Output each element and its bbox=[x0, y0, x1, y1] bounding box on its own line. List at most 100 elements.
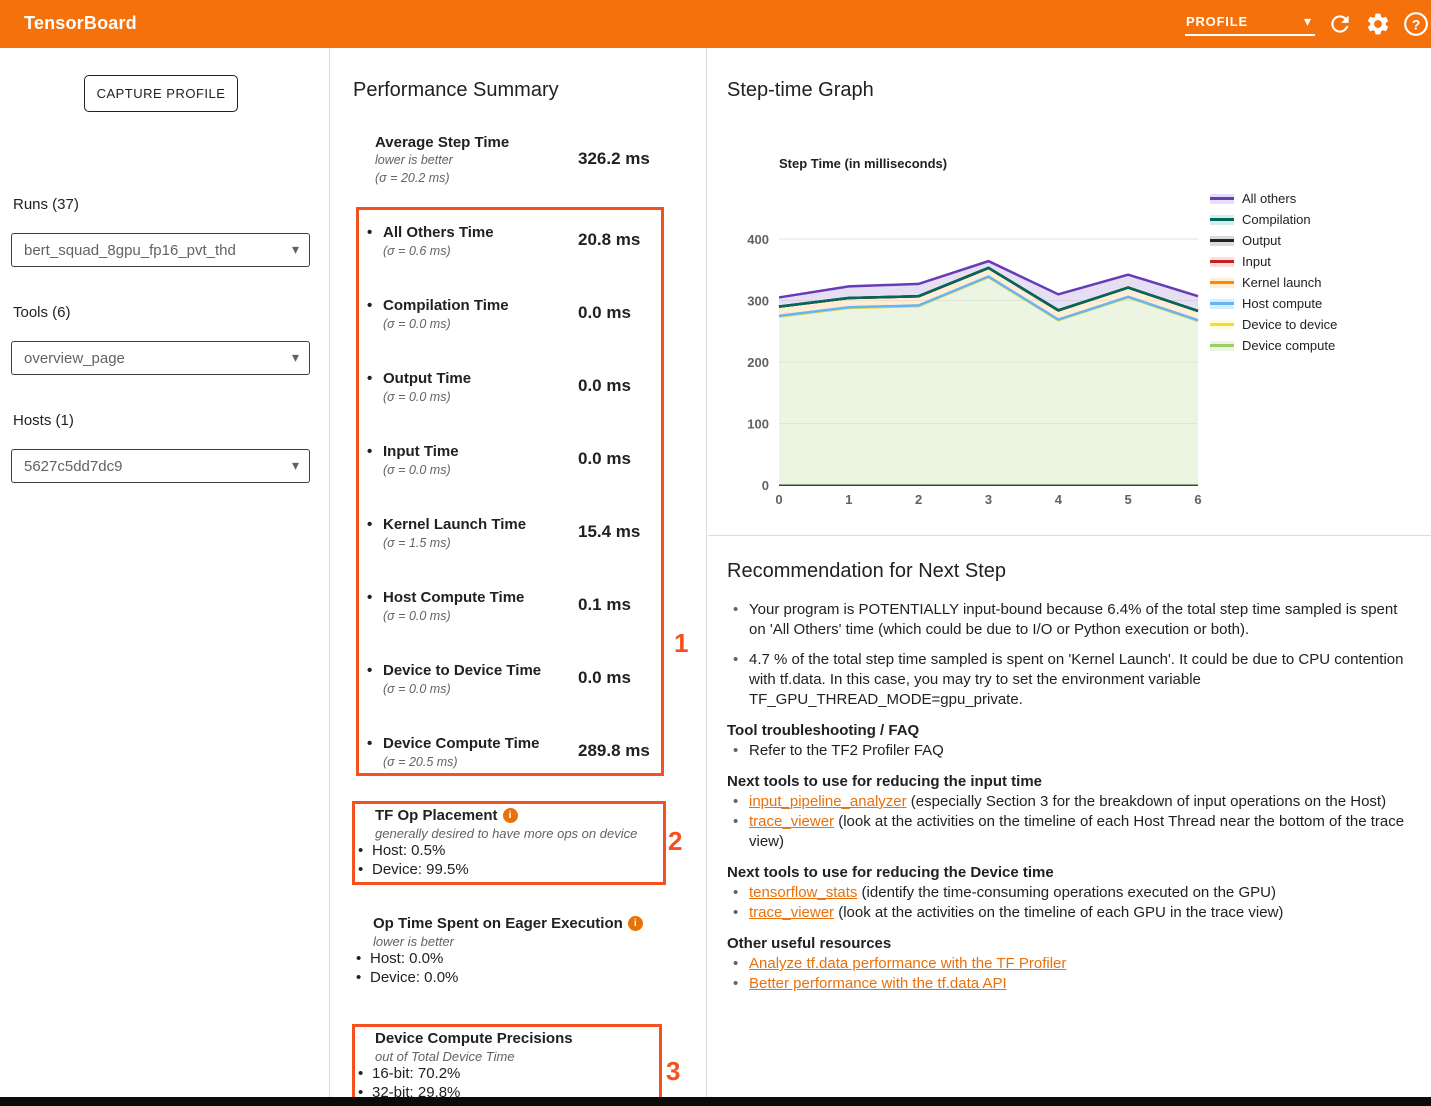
legend-item: Device to device bbox=[1210, 314, 1337, 335]
legend-label: Device to device bbox=[1242, 317, 1337, 332]
perf-row-sigma: (σ = 0.0 ms) bbox=[383, 390, 451, 404]
perf-row-sigma: (σ = 20.5 ms) bbox=[383, 755, 458, 769]
bullet: • bbox=[367, 589, 372, 606]
legend-label: Compilation bbox=[1242, 212, 1311, 227]
svg-text:2: 2 bbox=[915, 492, 922, 507]
average-step-time: Average Step Time lower is better (σ = 2… bbox=[375, 135, 565, 186]
perf-row-label: Device Compute Time bbox=[383, 735, 573, 752]
tool-item: input_pipeline_analyzer (especially Sect… bbox=[727, 792, 1405, 812]
recommendation-bullet: Your program is POTENTIALLY input-bound … bbox=[727, 600, 1405, 640]
performance-summary-title: Performance Summary bbox=[353, 79, 559, 102]
perf-row-label: Output Time bbox=[383, 370, 573, 387]
eager-subtitle: lower is better bbox=[373, 934, 693, 949]
bullet: • bbox=[367, 516, 372, 533]
svg-text:400: 400 bbox=[747, 232, 769, 247]
tf-op-host: Host: 0.5% bbox=[358, 841, 652, 860]
legend-item: Output bbox=[1210, 230, 1337, 251]
perf-row-value: 0.0 ms bbox=[578, 376, 631, 396]
precisions-subtitle: out of Total Device Time bbox=[375, 1049, 652, 1064]
tools-select[interactable]: overview_page ▾ bbox=[11, 341, 310, 375]
app-header: TensorBoard PROFILE ▾ ? bbox=[0, 0, 1431, 48]
svg-text:4: 4 bbox=[1055, 492, 1063, 507]
legend-label: Output bbox=[1242, 233, 1281, 248]
help-icon[interactable]: ? bbox=[1403, 11, 1429, 37]
hosts-label: Hosts (1) bbox=[13, 412, 74, 429]
tools-select-value: overview_page bbox=[24, 350, 125, 367]
svg-text:1: 1 bbox=[845, 492, 852, 507]
legend-swatch-icon bbox=[1210, 257, 1234, 267]
sidebar: CAPTURE PROFILE Runs (37) bert_squad_8gp… bbox=[0, 48, 330, 1106]
resources-heading: Other useful resources bbox=[727, 935, 1405, 952]
runs-select-value: bert_squad_8gpu_fp16_pvt_thd bbox=[24, 242, 236, 259]
trace-viewer-link[interactable]: trace_viewer bbox=[749, 904, 834, 921]
perf-row-value: 0.0 ms bbox=[578, 668, 631, 688]
device-compute-precisions: Device Compute Precisions out of Total D… bbox=[352, 1030, 652, 1102]
svg-text:0: 0 bbox=[762, 478, 769, 493]
info-icon[interactable]: i bbox=[503, 808, 518, 823]
bullet: • bbox=[367, 224, 372, 241]
app-title: TensorBoard bbox=[24, 13, 137, 34]
bottom-edge-bar bbox=[0, 1097, 1431, 1106]
tf-op-placement: TF Op Placementi generally desired to ha… bbox=[352, 807, 652, 879]
legend-label: Host compute bbox=[1242, 296, 1322, 311]
better-performance-link[interactable]: Better performance with the tf.data API bbox=[749, 975, 1007, 992]
bullet: • bbox=[367, 662, 372, 679]
legend-item: Device compute bbox=[1210, 335, 1337, 356]
svg-text:3: 3 bbox=[985, 492, 992, 507]
input-tools-heading: Next tools to use for reducing the input… bbox=[727, 773, 1405, 790]
perf-row-value: 0.1 ms bbox=[578, 595, 631, 615]
tool-item: tensorflow_stats (identify the time-cons… bbox=[727, 883, 1405, 903]
legend-swatch-icon bbox=[1210, 194, 1234, 204]
info-icon[interactable]: i bbox=[628, 916, 643, 931]
section-divider bbox=[708, 535, 1431, 536]
trace-viewer-link[interactable]: trace_viewer bbox=[749, 813, 834, 830]
capture-profile-button[interactable]: CAPTURE PROFILE bbox=[84, 75, 238, 112]
input-pipeline-analyzer-link[interactable]: input_pipeline_analyzer bbox=[749, 793, 907, 810]
perf-row-label: All Others Time bbox=[383, 224, 573, 241]
precisions-title: Device Compute Precisions bbox=[375, 1030, 652, 1047]
refresh-icon[interactable] bbox=[1327, 11, 1353, 37]
hosts-select[interactable]: 5627c5dd7dc9 ▾ bbox=[11, 449, 310, 483]
bullet: • bbox=[367, 443, 372, 460]
eager-title: Op Time Spent on Eager Execution bbox=[373, 915, 623, 932]
tensorflow-stats-link[interactable]: tensorflow_stats bbox=[749, 884, 857, 901]
chevron-down-icon: ▾ bbox=[292, 241, 299, 258]
legend-item: Kernel launch bbox=[1210, 272, 1337, 293]
perf-row-sigma: (σ = 0.0 ms) bbox=[383, 463, 451, 477]
dashboard-selector[interactable]: PROFILE ▾ bbox=[1185, 8, 1315, 36]
recommendation-bullet: 4.7 % of the total step time sampled is … bbox=[727, 650, 1405, 710]
chevron-down-icon: ▾ bbox=[1304, 13, 1311, 30]
eager-host: Host: 0.0% bbox=[356, 949, 693, 968]
perf-row-sigma: (σ = 1.5 ms) bbox=[383, 536, 451, 550]
runs-select[interactable]: bert_squad_8gpu_fp16_pvt_thd ▾ bbox=[11, 233, 310, 267]
settings-gear-icon[interactable] bbox=[1365, 11, 1391, 37]
legend-item: Host compute bbox=[1210, 293, 1337, 314]
legend-swatch-icon bbox=[1210, 299, 1234, 309]
svg-text:0: 0 bbox=[775, 492, 782, 507]
recommendation-section: Recommendation for Next Step Your progra… bbox=[727, 560, 1405, 994]
perf-row-value: 0.0 ms bbox=[578, 449, 631, 469]
annotation-number-3: 3 bbox=[666, 1056, 680, 1087]
perf-row-value: 20.8 ms bbox=[578, 230, 640, 250]
legend-item: All others bbox=[1210, 188, 1337, 209]
tool-item: trace_viewer (look at the activities on … bbox=[727, 812, 1405, 852]
tf-op-device: Device: 99.5% bbox=[358, 860, 652, 879]
recommendation-title: Recommendation for Next Step bbox=[727, 560, 1405, 583]
analyze-tfdata-link[interactable]: Analyze tf.data performance with the TF … bbox=[749, 955, 1066, 972]
perf-row-value: 0.0 ms bbox=[578, 303, 631, 323]
legend-label: Device compute bbox=[1242, 338, 1335, 353]
annotation-number-1: 1 bbox=[674, 628, 688, 659]
svg-text:5: 5 bbox=[1125, 492, 1132, 507]
legend-swatch-icon bbox=[1210, 341, 1234, 351]
legend-item: Compilation bbox=[1210, 209, 1337, 230]
resource-item: Better performance with the tf.data API bbox=[727, 974, 1405, 994]
precision-16bit: 16-bit: 70.2% bbox=[358, 1064, 652, 1083]
hosts-select-value: 5627c5dd7dc9 bbox=[24, 458, 122, 475]
svg-text:?: ? bbox=[1412, 16, 1421, 32]
perf-row-label: Host Compute Time bbox=[383, 589, 573, 606]
annotation-number-2: 2 bbox=[668, 826, 682, 857]
annotation-box-1: •All Others Time(σ = 0.6 ms)20.8 ms•Comp… bbox=[356, 207, 664, 776]
dashboard-selector-value: PROFILE bbox=[1186, 14, 1248, 29]
device-tools-heading: Next tools to use for reducing the Devic… bbox=[727, 864, 1405, 881]
legend-swatch-icon bbox=[1210, 278, 1234, 288]
